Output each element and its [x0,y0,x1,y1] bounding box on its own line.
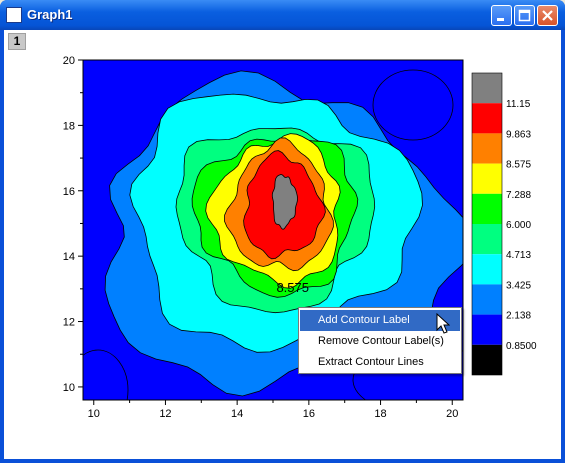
minimize-button[interactable] [491,5,512,26]
mouse-cursor-icon [436,313,450,334]
x-tick-label: 12 [159,408,171,420]
y-tick-label: 18 [63,120,75,132]
colorbar-swatch [472,133,502,164]
colorbar-level-label: 7.288 [506,190,531,201]
colorbar-swatch [472,344,502,375]
layer-tab[interactable]: 1 [8,33,26,50]
x-tick-label: 20 [446,408,458,420]
window-title: Graph1 [27,7,73,22]
colorbar-level-label: 9.863 [506,129,531,140]
y-tick-label: 16 [63,186,75,198]
graph-window-icon[interactable] [6,7,22,23]
contour-band-8 [271,174,298,230]
colorbar-swatch [472,284,502,315]
colorbar-swatch [472,73,502,104]
colorbar-level-label: 2.138 [506,311,531,322]
y-tick-label: 10 [63,382,75,394]
x-tick-label: 16 [303,408,315,420]
contour-fill-group [83,60,463,400]
menu-item-remove-contour-labels[interactable]: Remove Contour Label(s) [318,335,444,347]
menu-item-add-contour-label[interactable]: Add Contour Label [300,310,460,331]
colorbar-swatch [472,103,502,134]
colorbar-level-label: 3.425 [506,280,531,291]
colorbar-level-label: 11.15 [506,99,531,110]
colorbar-swatch [472,163,502,194]
menu-item-extract-contour-lines[interactable]: Extract Contour Lines [318,356,424,368]
y-tick-label: 12 [63,317,75,329]
x-tick-label: 14 [231,408,243,420]
contour-island-bottom-left [83,349,129,400]
contour-label: 8.575 [276,280,309,295]
context-menu: Add Contour Label Remove Contour Label(s… [298,307,462,374]
colorbar-level-label: 4.713 [506,250,531,261]
maximize-button[interactable] [514,5,535,26]
y-tick-label: 20 [63,55,75,67]
colorbar-frame [471,72,503,376]
contour-island-top-right [372,69,454,141]
close-button[interactable] [537,5,558,26]
close-icon [542,10,553,21]
x-tick-label: 10 [88,408,100,420]
colorbar-swatch [472,314,502,345]
colorbar-level-label: 8.575 [506,160,531,171]
x-tick-label: 18 [374,408,386,420]
colorbar-swatch [472,254,502,285]
colorbar-swatch [472,193,502,224]
maximize-icon [518,9,531,22]
minimize-icon [497,18,504,21]
title-bar[interactable]: Graph1 [0,0,565,30]
colorbar-level-label: 0.8500 [506,341,537,352]
colorbar-swatch [472,224,502,255]
colorbar-level-label: 6.000 [506,220,531,231]
y-tick-label: 14 [63,251,75,263]
